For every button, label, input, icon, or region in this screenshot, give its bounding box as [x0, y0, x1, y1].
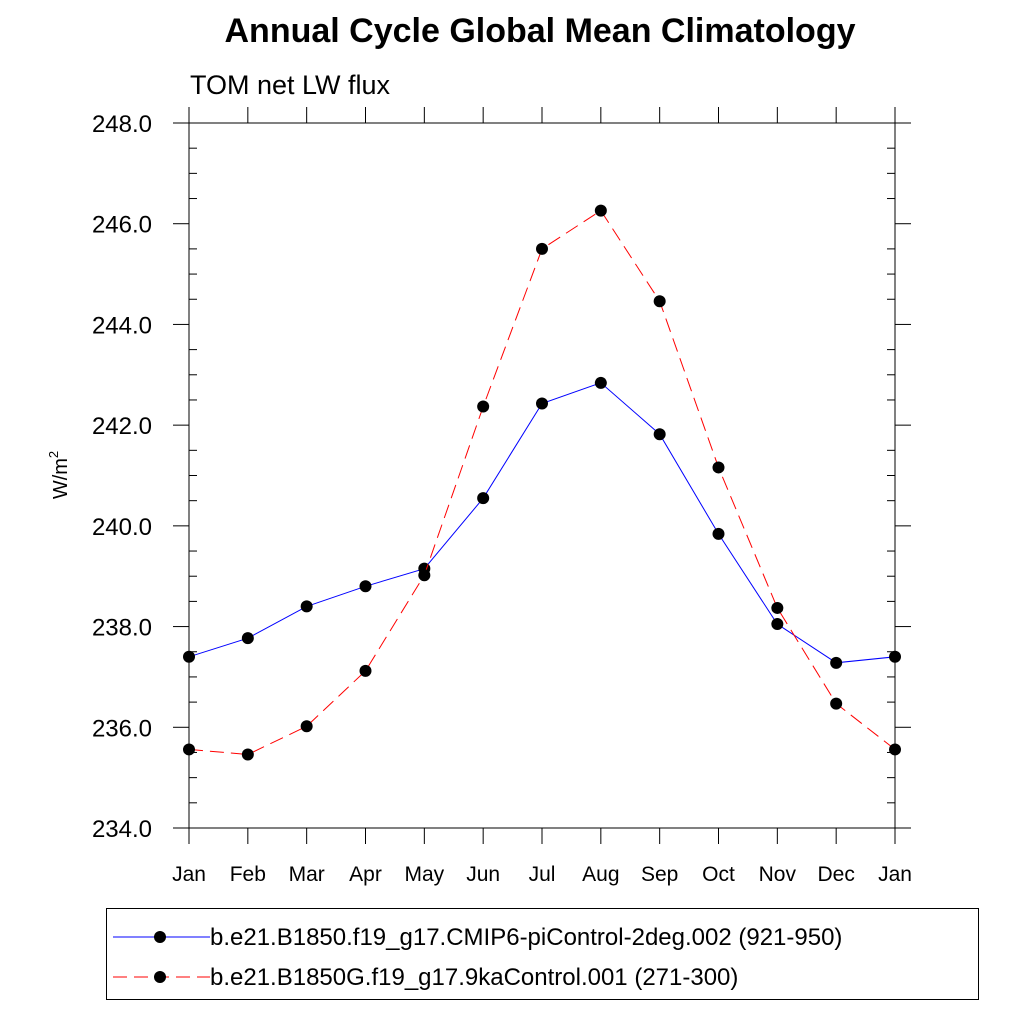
series-1-point [536, 397, 548, 410]
series-2-point [359, 664, 372, 677]
y-axis-title: W/m2 [46, 451, 72, 499]
x-tick-label: Aug [582, 863, 619, 886]
x-tick-label: Sep [641, 863, 678, 886]
y-tick-label: 246.0 [92, 212, 152, 239]
series-2-point [300, 720, 313, 733]
x-tick-label: Jun [466, 863, 500, 886]
legend-item-1: b.e21.B1850.f19_g17.CMIP6-piControl-2deg… [107, 917, 978, 957]
x-tick-label: Feb [230, 863, 266, 886]
series-2-point [241, 748, 254, 761]
series-layer [183, 204, 901, 761]
series-line-2 [188, 209, 896, 756]
x-tick-label: Mar [289, 863, 325, 886]
y-tick-label: 238.0 [92, 615, 152, 642]
series-2-point [889, 743, 901, 756]
legend-label-2: b.e21.B1850G.f19_g17.9kaControl.001 (271… [210, 964, 739, 991]
x-tick-label: Apr [349, 863, 382, 886]
series-2-point [594, 204, 607, 217]
series-2-point [183, 743, 195, 756]
plot-frame [188, 122, 896, 829]
series-1-point [771, 618, 784, 631]
axis-ticks [173, 107, 911, 844]
series-1-point [359, 580, 372, 593]
legend-label-1: b.e21.B1850.f19_g17.CMIP6-piControl-2deg… [210, 924, 843, 951]
y-tick-label: 236.0 [92, 715, 152, 742]
series-1-point [889, 650, 901, 663]
series-2-point [536, 242, 548, 255]
x-tick-label: Oct [702, 863, 735, 886]
legend-item-2: b.e21.B1850G.f19_g17.9kaControl.001 (271… [107, 957, 978, 997]
y-tick-label: 242.0 [92, 413, 152, 440]
series-2-point [653, 295, 666, 308]
x-tick-label: Nov [759, 863, 797, 886]
y-tick-label: 240.0 [92, 514, 152, 541]
series-1-point [300, 600, 313, 613]
series-1-point [594, 376, 607, 389]
series-1-point [241, 632, 254, 645]
legend-marker-2 [154, 971, 166, 983]
y-tick-label: 244.0 [92, 312, 152, 339]
y-tick-labels: 234.0 236.0 238.0 240.0 242.0 244.0 246.0 248.0 [92, 111, 152, 843]
series-1-point [183, 650, 195, 663]
series-1-point [830, 656, 843, 669]
x-tick-label: Jul [529, 863, 556, 886]
x-tick-labels: Jan Feb Mar Apr May Jun Jul Aug Sep Oct Nov Dec Jan [172, 863, 912, 886]
legend: b.e21.B1850.f19_g17.CMIP6-piControl-2deg… [106, 908, 979, 1000]
series-1-point [477, 492, 490, 505]
x-tick-label: Jan [172, 863, 206, 886]
series-2-point [830, 697, 843, 710]
series-2-point [712, 461, 725, 474]
chart-subtitle: TOM net LW flux [190, 70, 391, 100]
series-2-point [418, 569, 431, 582]
series-1-point [712, 527, 725, 540]
x-tick-label: Dec [817, 863, 854, 886]
chart-title: Annual Cycle Global Mean Climatology [224, 12, 856, 50]
x-tick-label: Jan [878, 863, 912, 886]
series-line-1 [188, 382, 896, 664]
y-tick-label: 248.0 [92, 111, 152, 138]
legend-marker-1 [154, 931, 166, 943]
series-2-point [477, 400, 490, 413]
x-tick-label: May [404, 863, 444, 886]
series-2-point [771, 601, 784, 614]
y-tick-label: 234.0 [92, 816, 152, 843]
series-1-point [653, 428, 666, 441]
